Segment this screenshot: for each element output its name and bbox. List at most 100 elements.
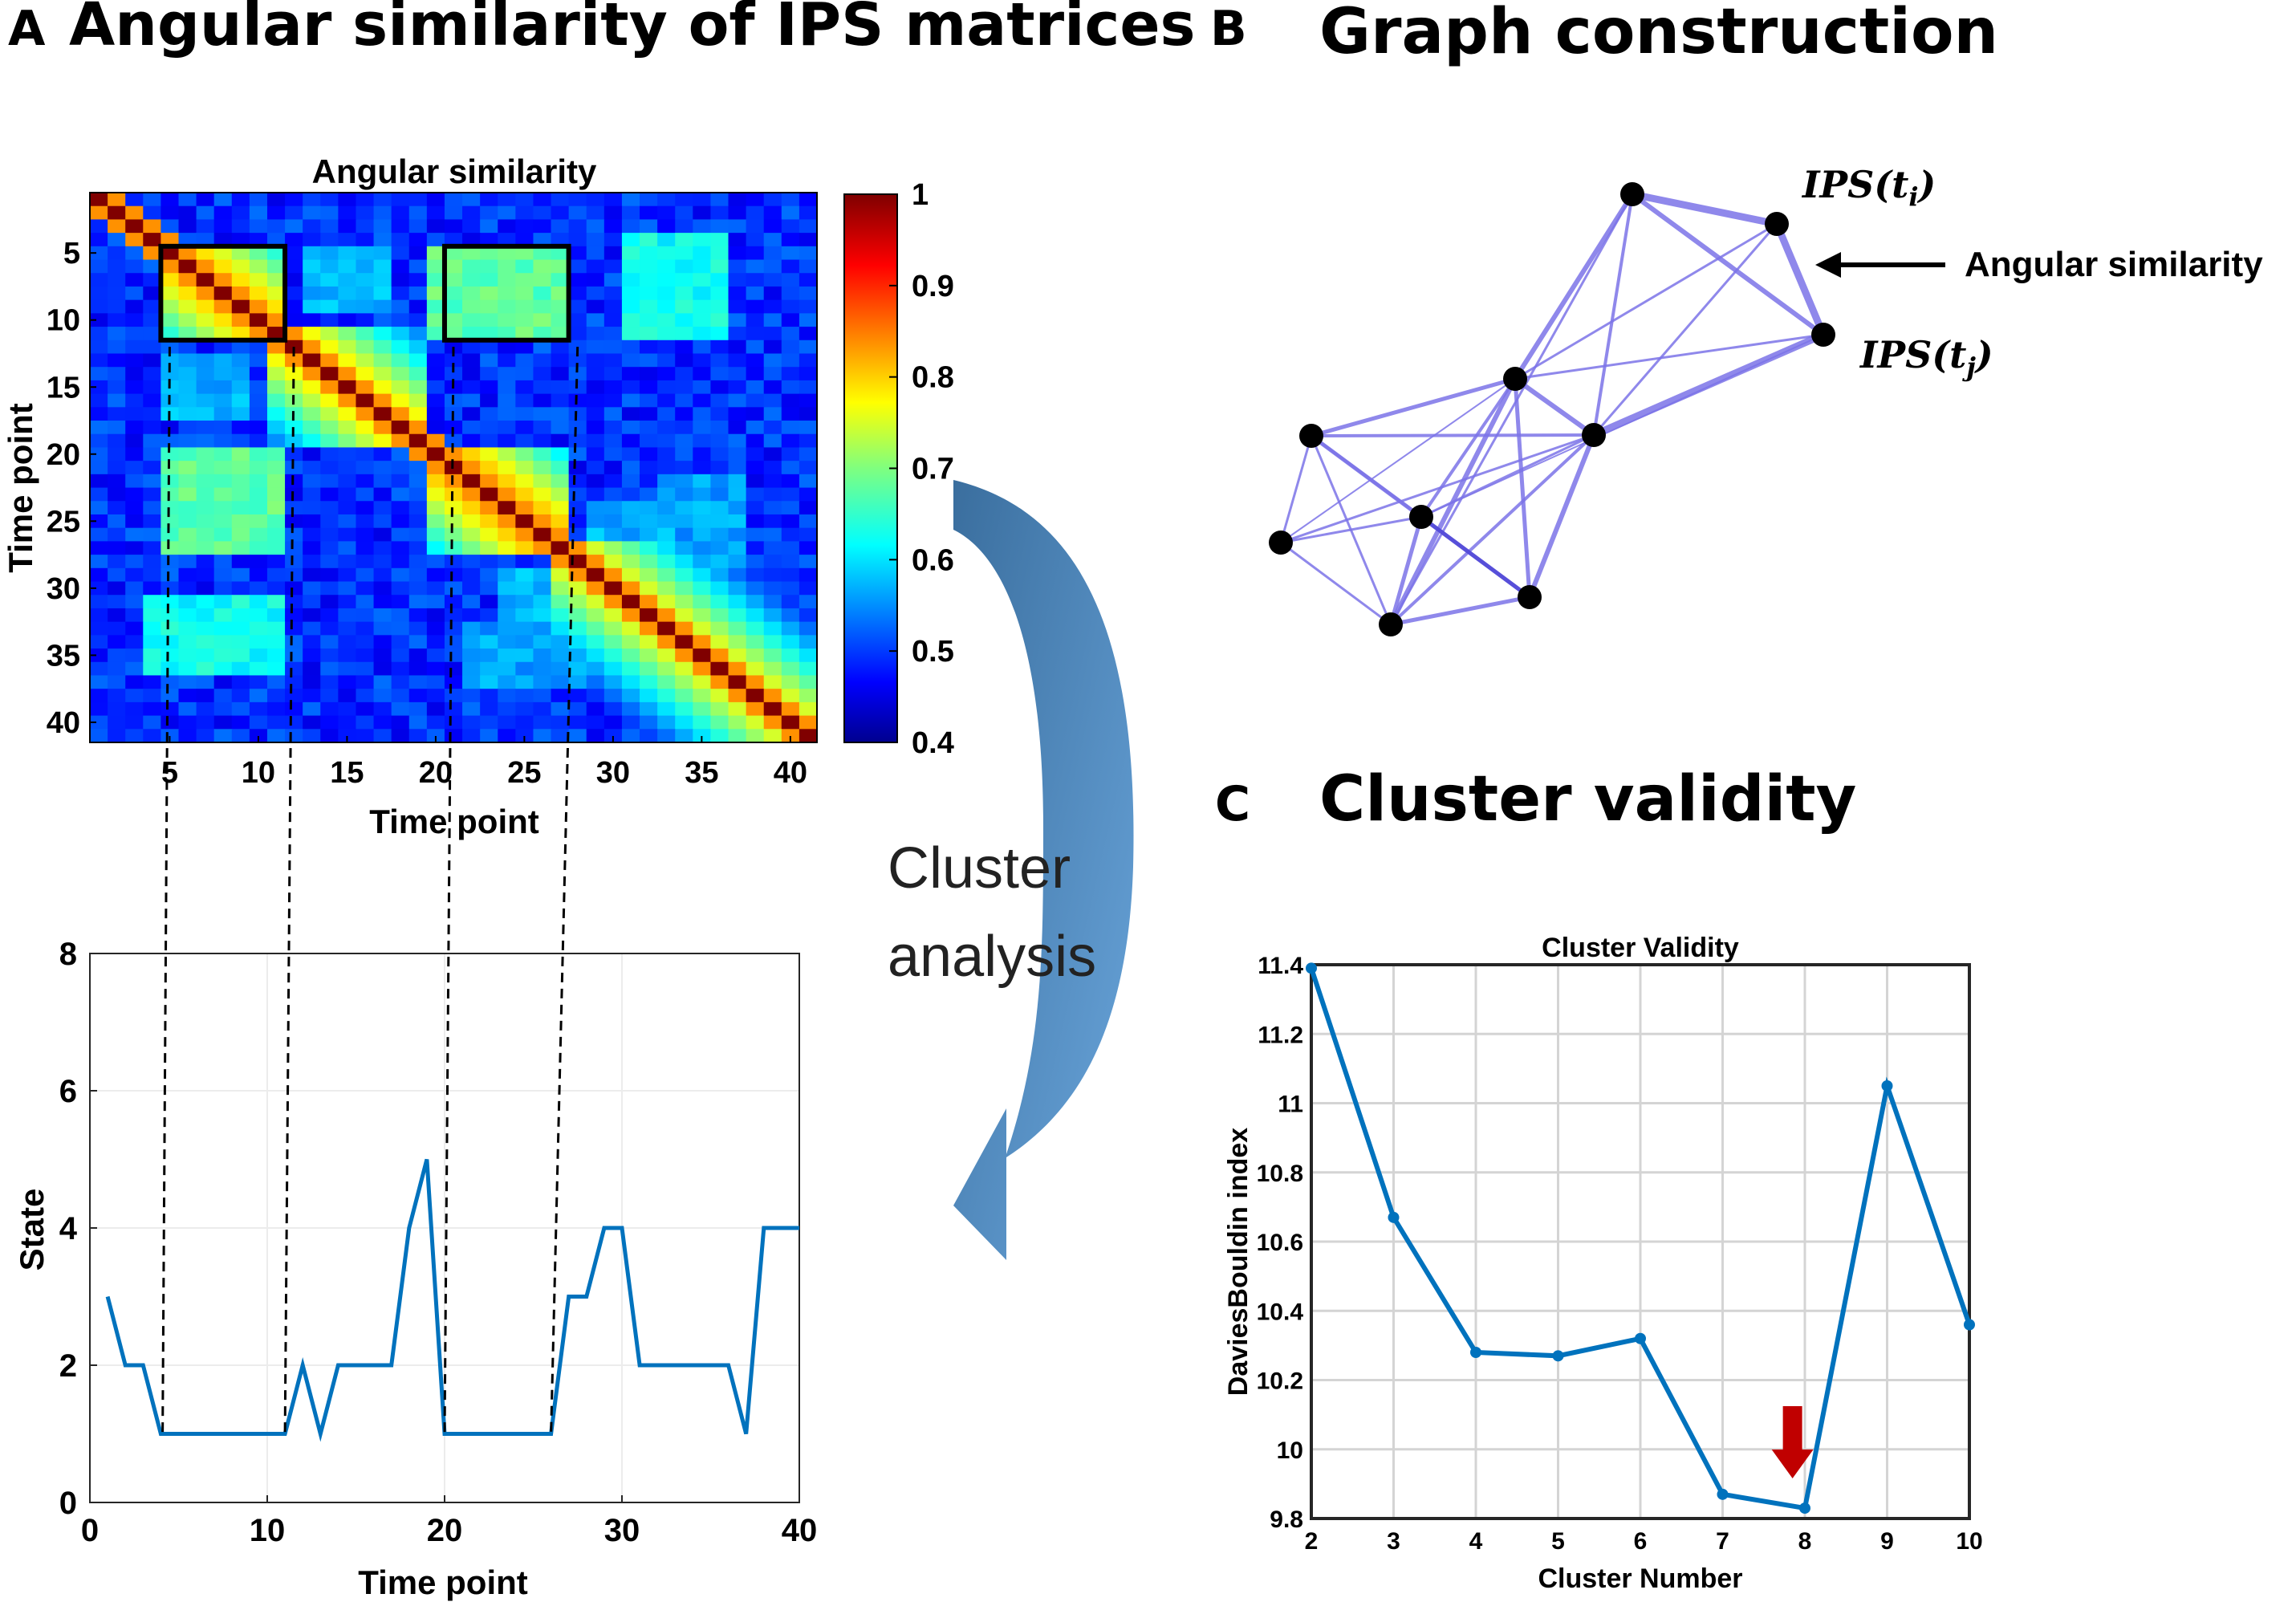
heatmap-cell [320,514,339,529]
heatmap-cell [799,675,818,689]
heatmap-cell [373,635,392,649]
heatmap-cell [568,621,587,636]
heatmap-cell [603,595,623,609]
heatmap-cell [249,259,268,274]
heatmap-cell [408,514,428,529]
heatmap-cell [213,367,233,381]
heatmap-cell [515,689,534,703]
heatmap-cell [603,675,623,689]
heatmap-cell [373,367,392,381]
heatmap-cell [640,233,658,247]
heatmap-cell [426,555,445,569]
heatmap-cell [90,474,108,489]
heatmap-cell [108,608,126,623]
heatmap-cell [373,313,392,327]
heatmap-cell [90,367,108,381]
heatmap-cell [373,246,392,261]
heatmap-cell [515,219,534,234]
heatmap-cell [675,407,693,421]
heatmap-cell [338,635,357,649]
heatmap-cell [781,193,800,207]
heatmap-cell [568,393,587,408]
heatmap-cell [586,205,605,221]
heatmap-cell [781,299,800,314]
heatmap-cell [196,567,215,583]
heatmap-cell [498,339,516,355]
heatmap-cell [266,233,286,247]
heatmap-cell [621,555,640,569]
heatmap-cell [408,555,428,569]
heatmap-cell [568,233,587,247]
heatmap-cell [303,567,321,583]
heatmap-cell [621,635,640,649]
heatmap-cell [391,393,410,408]
heatmap-cell [90,461,108,475]
state-xtick-label: 10 [250,1513,286,1548]
heatmap-cell [178,219,197,234]
heatmap-cell [746,555,765,569]
heatmap-cell [90,701,108,717]
heatmap-cell [710,407,729,421]
panel-c-title: Cluster validity [1319,763,1856,836]
heatmap-cell [675,675,693,689]
heatmap-cell [125,219,144,234]
heatmap-cell [178,193,197,207]
heatmap-cell [799,648,818,663]
heatmap-cell [533,581,552,596]
heatmap-cell [178,421,197,435]
heatmap-cell [143,259,161,274]
heatmap-cell [320,555,339,569]
heatmap-cell [675,701,693,717]
heatmap-cell [196,219,215,234]
heatmap-cell [515,259,534,274]
heatmap-cell [249,380,268,395]
heatmap-cell [108,433,126,449]
graph-node [1299,424,1323,448]
heatmap-cell [249,447,268,461]
heatmap-cell [249,313,268,327]
heatmap-cell [408,487,428,502]
heatmap-cell [462,581,481,596]
heatmap-cell [551,313,570,327]
heatmap-cell [303,621,321,636]
heatmap-cell [781,729,800,743]
heatmap-cell [675,689,693,703]
heatmap-cell [356,581,375,596]
heatmap-cell [710,219,729,234]
heatmap-cell [231,701,250,717]
heatmap-cell [444,433,463,449]
heatmap-ytick-label: 25 [47,505,80,539]
heatmap-cell [657,689,676,703]
heatmap-cell [568,286,587,301]
heatmap-cell [746,541,765,555]
heatmap-cell [213,433,233,449]
heatmap-cell [320,595,339,609]
heatmap-cell [781,621,800,636]
heatmap-cell [356,367,375,381]
heatmap-cell [338,661,357,677]
heatmap-cell [710,527,729,542]
heatmap-cell [303,501,321,515]
heatmap-cell [640,393,658,408]
graph-edge [1279,433,1595,544]
heatmap-cell [266,286,286,301]
validity-ytick-label: 11 [1278,1092,1303,1118]
heatmap-cell [161,433,180,449]
heatmap-cell [781,259,800,274]
heatmap-cell [408,380,428,395]
heatmap-cell [640,286,658,301]
heatmap-cell [143,715,161,730]
heatmap-cell [266,380,286,395]
heatmap-cell [710,273,729,287]
heatmap-cell [320,353,339,368]
heatmap-cell [515,675,534,689]
heatmap-cell [143,393,161,408]
heatmap-cell [799,514,818,529]
heatmap-cell [356,433,375,449]
heatmap-cell [143,339,161,355]
heatmap-ytick-label: 10 [47,304,80,338]
heatmap-cell [426,219,445,234]
graph-edge [1513,192,1635,381]
heatmap-cell [746,729,765,743]
heatmap-cell [603,567,623,583]
